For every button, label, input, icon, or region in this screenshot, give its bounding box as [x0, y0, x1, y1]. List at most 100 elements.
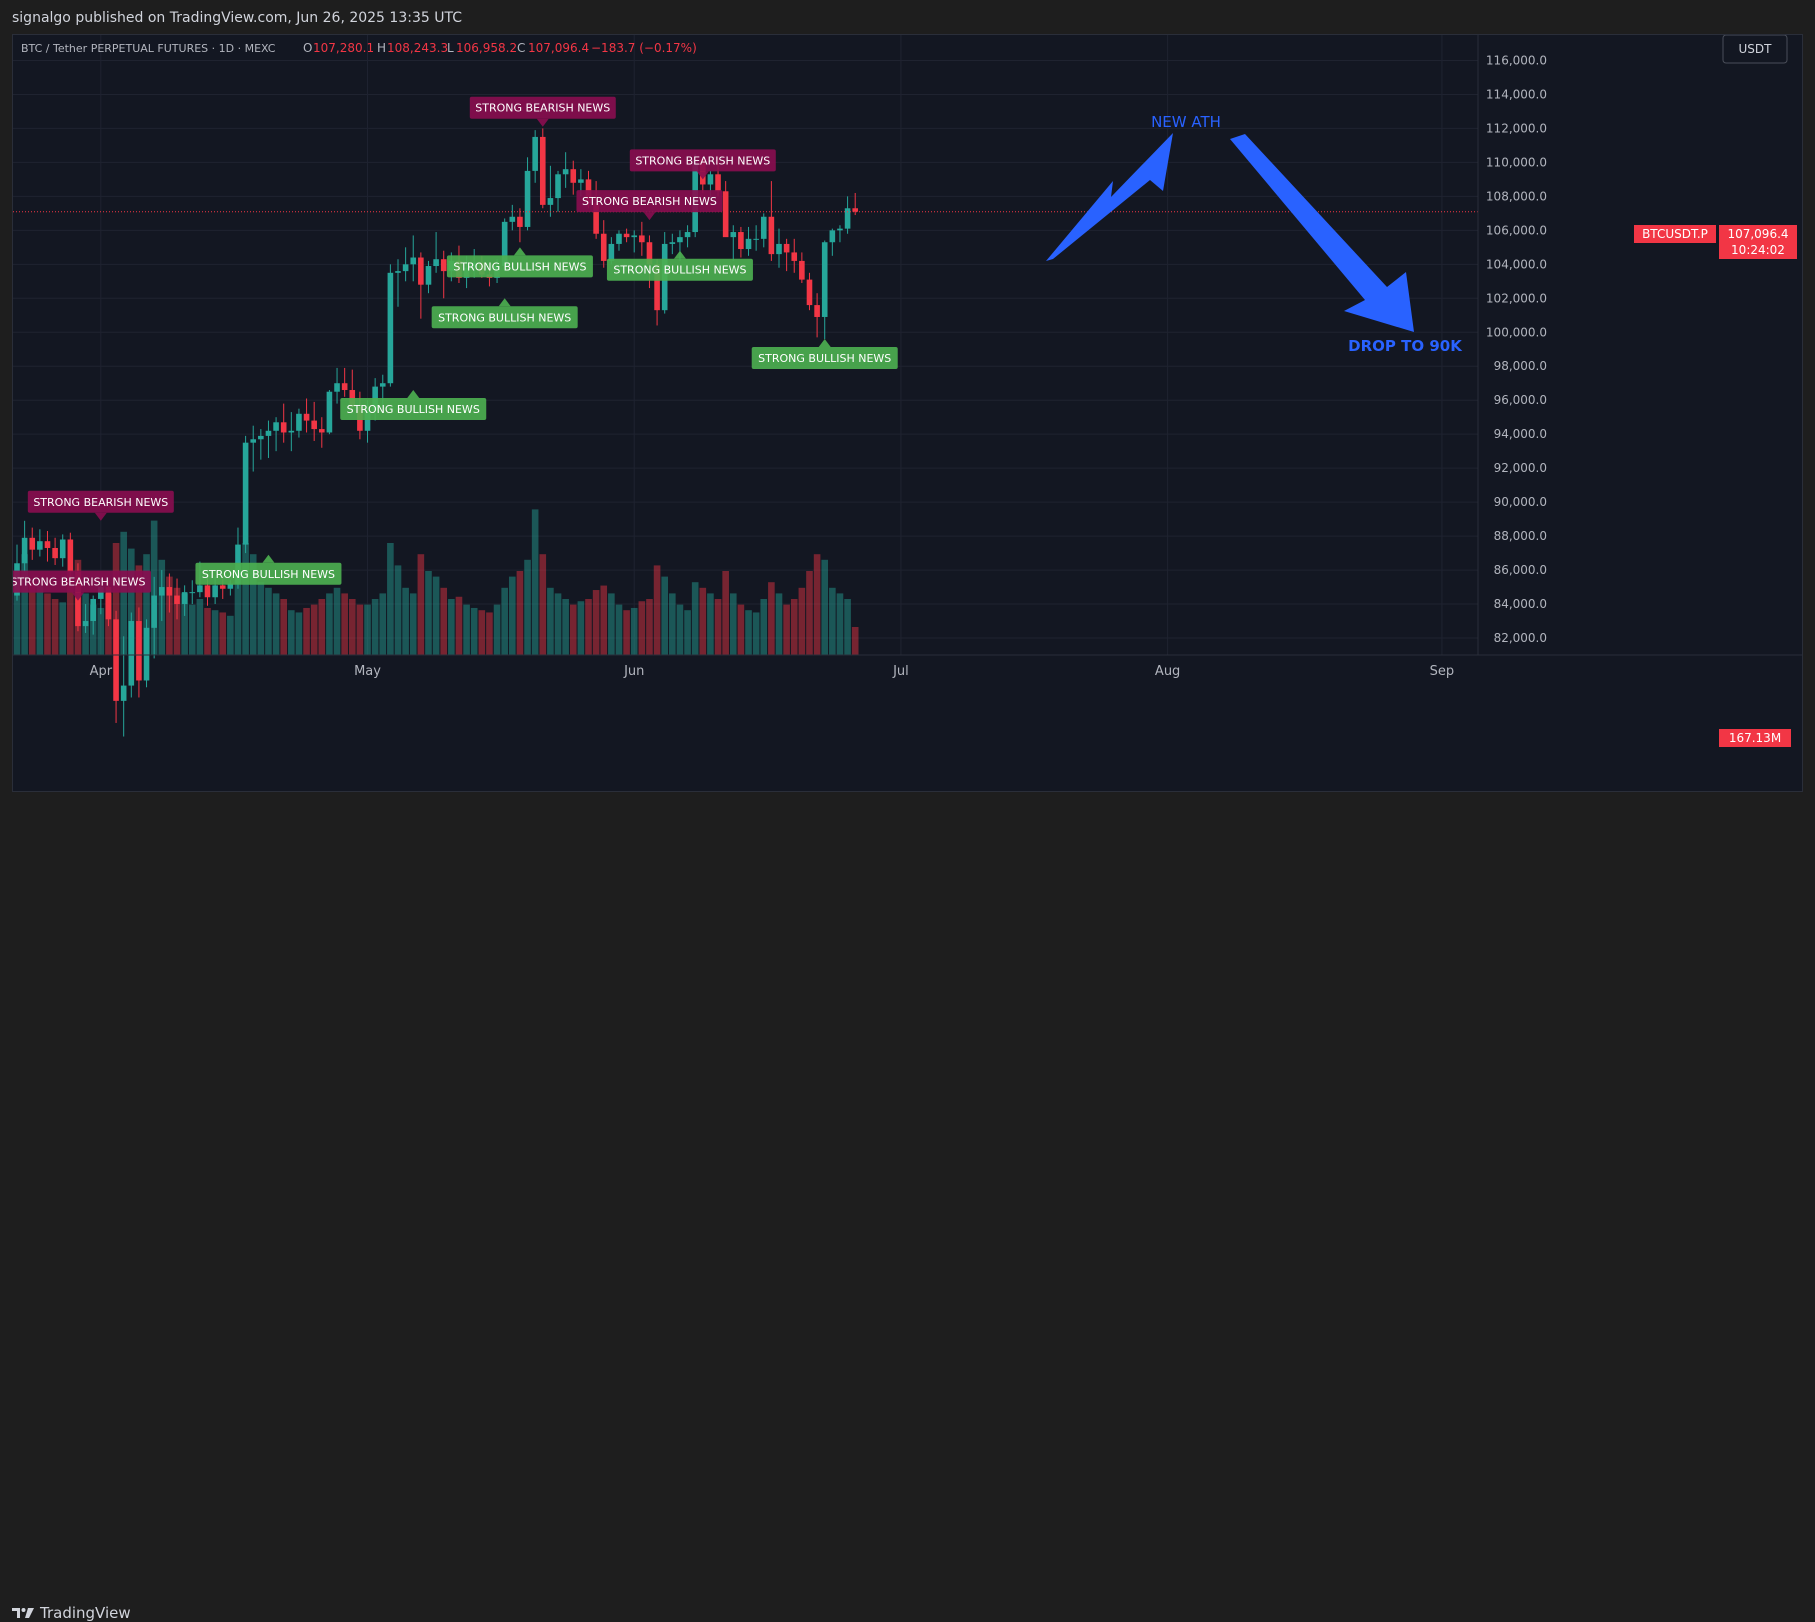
news-label-pointer: [673, 250, 686, 259]
candle-body: [814, 305, 820, 317]
volume-bar: [227, 615, 234, 655]
legend-low: 106,958.2: [456, 41, 517, 55]
legend-high: 108,243.3: [387, 41, 448, 55]
candle-body: [570, 169, 577, 183]
volume-bar: [790, 599, 798, 655]
tradingview-brand: TradingView: [40, 1604, 131, 1622]
news-label-text: STRONG BEARISH NEWS: [13, 576, 145, 589]
volume-bar: [188, 604, 196, 655]
volume-bar: [67, 571, 74, 655]
candle-body: [539, 136, 546, 205]
legend: BTC / Tether PERPETUAL FUTURES · 1D · ME…: [21, 41, 697, 55]
tradingview-logo[interactable]: TradingView: [12, 1604, 131, 1622]
legend-low-label: L: [447, 41, 454, 55]
volume-bar: [531, 509, 539, 655]
bearish-news-label: STRONG BEARISH NEWS: [469, 96, 616, 127]
candle-body: [517, 216, 523, 227]
price-tick-label: 102,000.0: [1486, 291, 1547, 305]
ath-annotation: NEW ATH: [1046, 113, 1221, 261]
news-label-box: [431, 306, 578, 329]
candle-body: [654, 264, 660, 311]
volume-bar: [836, 593, 844, 655]
candle-body: [600, 233, 607, 261]
candle-body: [562, 169, 569, 175]
volume-bar: [821, 559, 829, 655]
news-signals: STRONG BEARISH NEWS STRONG BEARISH NEWS ST…: [4, 96, 898, 601]
price-axis[interactable]: 82,000.0 84,000.0 86,000.0 88,000.0 90,000.0…: [1477, 35, 1547, 655]
currency-button-box[interactable]: [1722, 34, 1788, 64]
time-tick-label: Apr: [90, 664, 113, 679]
volume-bar: [249, 554, 257, 655]
candle-body: [776, 243, 782, 255]
candle-body: [791, 252, 798, 261]
legend-symbol: BTC / Tether PERPETUAL FUTURES · 1D · ME…: [21, 42, 276, 55]
candle-body: [745, 238, 752, 250]
currency-button-label[interactable]: USDT: [1739, 42, 1773, 56]
volume-bar: [486, 612, 493, 655]
volume-bar: [745, 610, 752, 655]
countdown-label: 10:24:02: [1731, 243, 1785, 257]
volume-bar: [402, 587, 409, 655]
volume-bar: [608, 593, 615, 655]
up-arrow-icon: [1046, 133, 1173, 261]
bearish-news-label: STRONG BEARISH NEWS: [629, 149, 776, 180]
volume-bar: [676, 604, 684, 655]
volume-bar: [112, 543, 120, 655]
price-tick-label: 88,000.0: [1494, 529, 1547, 543]
bearish-news-label: STRONG BEARISH NEWS: [576, 190, 723, 221]
volume-bar: [448, 599, 455, 655]
volume-bar: [707, 593, 714, 655]
candlestick-chart[interactable]: BTC / Tether PERPETUAL FUTURES · 1D · ME…: [4, 34, 1802, 791]
volume-bar: [829, 587, 836, 655]
candle-body: [105, 587, 112, 620]
candle-body: [578, 179, 584, 183]
chart-area[interactable]: BTC / Tether PERPETUAL FUTURES · 1D · ME…: [4, 34, 1803, 792]
volume-bar: [684, 610, 691, 655]
bullish-news-label: STRONG BULLISH NEWS: [446, 247, 593, 278]
candle-body: [639, 235, 645, 243]
news-label-box: [469, 96, 616, 119]
time-axis[interactable]: Apr May Jun Jul Aug Sep: [13, 654, 1802, 679]
candle-body: [509, 216, 516, 222]
legend-close-label: C: [517, 41, 525, 55]
volume-bar: [387, 543, 394, 655]
volume-bar: [409, 593, 417, 655]
header-bar: signalgo published on TradingView.com, J…: [0, 0, 1815, 34]
volume-bar: [295, 612, 303, 655]
bullish-news-label: STRONG BULLISH NEWS: [606, 250, 753, 281]
volume-bar: [120, 531, 127, 655]
candle-body: [250, 439, 257, 443]
bearish-news-label: STRONG BEARISH NEWS: [27, 490, 174, 521]
news-label-text: STRONG BULLISH NEWS: [202, 568, 335, 581]
volume-bar: [844, 599, 851, 655]
volume-bar: [547, 587, 554, 655]
volume-bar: [59, 602, 67, 655]
price-tick-label: 94,000.0: [1494, 427, 1547, 441]
currency-button[interactable]: USDT: [1722, 34, 1788, 64]
volume-bar: [341, 593, 348, 655]
volume-bar: [173, 587, 181, 655]
candle-body: [44, 541, 51, 548]
volume-bar: [729, 593, 737, 655]
price-tick-label: 104,000.0: [1486, 257, 1547, 271]
candle-body: [151, 595, 157, 628]
candle-body: [387, 272, 394, 384]
volume-bar: [813, 554, 821, 655]
volume-bar: [806, 571, 813, 655]
candle-body: [555, 174, 561, 199]
candle-body: [197, 585, 203, 593]
candle-body: [21, 537, 28, 564]
volume-bar: [303, 607, 310, 655]
candle-body: [265, 430, 272, 436]
volume-bar: [280, 599, 287, 655]
price-tick-label: 116,000.0: [1486, 53, 1547, 67]
candle-body: [280, 422, 287, 433]
candle-body: [319, 429, 325, 433]
news-label-box: [606, 258, 753, 281]
candle-body: [166, 587, 173, 596]
ath-label: NEW ATH: [1151, 113, 1221, 131]
volume-bar: [432, 576, 440, 655]
candle-body: [684, 232, 691, 238]
symbol-tag-label: BTCUSDT.P: [1642, 227, 1708, 241]
candle-body: [82, 621, 89, 627]
